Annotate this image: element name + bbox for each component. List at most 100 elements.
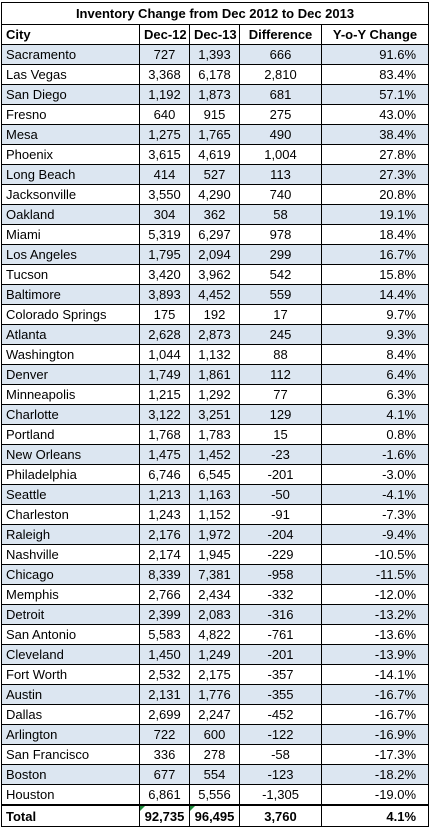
table-row: Dallas 2,699 2,247 -452 -16.7% [1, 704, 430, 725]
difference-cell: 58 [239, 204, 322, 225]
total-dec-12: 92,735 [139, 804, 190, 827]
dec-13-cell: 1,945 [189, 544, 240, 565]
table-row: Arlington 722 600 -122 -16.9% [1, 724, 430, 745]
city-cell: Atlanta [1, 324, 140, 345]
difference-cell: -123 [239, 764, 322, 785]
table-row: San Antonio 5,583 4,822 -761 -13.6% [1, 624, 430, 645]
yoy-change-cell: 18.4% [320, 224, 430, 245]
city-cell: San Francisco [1, 744, 140, 765]
city-cell: Detroit [1, 604, 140, 625]
dec-12-cell: 640 [139, 104, 190, 125]
city-cell: Memphis [1, 584, 140, 605]
yoy-change-cell: -4.1% [320, 484, 430, 505]
yoy-change-cell: -17.3% [320, 744, 430, 765]
difference-cell: 17 [239, 304, 322, 325]
dec-12-cell: 1,044 [139, 344, 190, 365]
yoy-change-cell: -13.9% [320, 644, 430, 665]
city-cell: Las Vegas [1, 64, 140, 85]
dec-13-cell: 4,619 [189, 144, 240, 165]
yoy-change-cell: 9.3% [320, 324, 430, 345]
dec-12-cell: 336 [139, 744, 190, 765]
dec-12-cell: 722 [139, 724, 190, 745]
yoy-change-cell: -19.0% [320, 784, 430, 806]
dec-12-cell: 1,450 [139, 644, 190, 665]
city-cell: Long Beach [1, 164, 140, 185]
yoy-change-cell: 27.3% [320, 164, 430, 185]
difference-cell: 15 [239, 424, 322, 445]
yoy-change-cell: 9.7% [320, 304, 430, 325]
difference-cell: 740 [239, 184, 322, 205]
difference-cell: 113 [239, 164, 322, 185]
yoy-change-cell: 91.6% [320, 44, 430, 65]
yoy-change-cell: 83.4% [320, 64, 430, 85]
yoy-change-cell: -10.5% [320, 544, 430, 565]
dec-13-cell: 554 [189, 764, 240, 785]
table-row: Charlotte 3,122 3,251 129 4.1% [1, 404, 430, 425]
difference-cell: -316 [239, 604, 322, 625]
yoy-change-cell: 15.8% [320, 264, 430, 285]
table-row: Las Vegas 3,368 6,178 2,810 83.4% [1, 64, 430, 85]
table-row: Tucson 3,420 3,962 542 15.8% [1, 264, 430, 285]
yoy-change-cell: -18.2% [320, 764, 430, 785]
yoy-change-cell: 4.1% [320, 404, 430, 425]
yoy-change-cell: -13.2% [320, 604, 430, 625]
city-cell: Baltimore [1, 284, 140, 305]
difference-cell: -122 [239, 724, 322, 745]
dec-12-cell: 6,746 [139, 464, 190, 485]
city-cell: Austin [1, 684, 140, 705]
city-cell: Fresno [1, 104, 140, 125]
dec-13-cell: 2,175 [189, 664, 240, 685]
yoy-change-cell: 16.7% [320, 244, 430, 265]
city-cell: Minneapolis [1, 384, 140, 405]
header-city: City [1, 24, 140, 45]
city-cell: Charleston [1, 504, 140, 525]
difference-cell: 542 [239, 264, 322, 285]
difference-cell: -201 [239, 644, 322, 665]
yoy-change-cell: 20.8% [320, 184, 430, 205]
dec-13-cell: 2,873 [189, 324, 240, 345]
dec-12-cell: 2,628 [139, 324, 190, 345]
difference-cell: -204 [239, 524, 322, 545]
dec-12-cell: 5,583 [139, 624, 190, 645]
difference-cell: -452 [239, 704, 322, 725]
dec-12-cell: 414 [139, 164, 190, 185]
table-row: Phoenix 3,615 4,619 1,004 27.8% [1, 144, 430, 165]
table-row: Denver 1,749 1,861 112 6.4% [1, 364, 430, 385]
dec-13-cell: 1,163 [189, 484, 240, 505]
difference-cell: 978 [239, 224, 322, 245]
difference-cell: -958 [239, 564, 322, 585]
dec-13-cell: 4,822 [189, 624, 240, 645]
difference-cell: 559 [239, 284, 322, 305]
city-cell: Arlington [1, 724, 140, 745]
dec-12-cell: 3,550 [139, 184, 190, 205]
table-row: Fresno 640 915 275 43.0% [1, 104, 430, 125]
table-row: Jacksonville 3,550 4,290 740 20.8% [1, 184, 430, 205]
city-cell: Fort Worth [1, 664, 140, 685]
dec-12-cell: 2,176 [139, 524, 190, 545]
difference-cell: 666 [239, 44, 322, 65]
table-row: Austin 2,131 1,776 -355 -16.7% [1, 684, 430, 705]
difference-cell: -761 [239, 624, 322, 645]
difference-cell: 245 [239, 324, 322, 345]
dec-13-cell: 1,292 [189, 384, 240, 405]
table-row: Sacramento 727 1,393 666 91.6% [1, 44, 430, 65]
city-cell: Nashville [1, 544, 140, 565]
dec-13-cell: 192 [189, 304, 240, 325]
dec-13-cell: 1,972 [189, 524, 240, 545]
difference-cell: 77 [239, 384, 322, 405]
difference-cell: -332 [239, 584, 322, 605]
yoy-change-cell: 0.8% [320, 424, 430, 445]
table-row: Colorado Springs 175 192 17 9.7% [1, 304, 430, 325]
dec-12-cell: 2,766 [139, 584, 190, 605]
table-row: Washington 1,044 1,132 88 8.4% [1, 344, 430, 365]
dec-12-cell: 2,131 [139, 684, 190, 705]
city-cell: Chicago [1, 564, 140, 585]
table-row: New Orleans 1,475 1,452 -23 -1.6% [1, 444, 430, 465]
table-row: Philadelphia 6,746 6,545 -201 -3.0% [1, 464, 430, 485]
header-yoy-change: Y-o-Y Change [320, 24, 430, 45]
difference-cell: 112 [239, 364, 322, 385]
yoy-change-cell: 27.8% [320, 144, 430, 165]
dec-12-cell: 3,368 [139, 64, 190, 85]
city-cell: Portland [1, 424, 140, 445]
city-cell: New Orleans [1, 444, 140, 465]
